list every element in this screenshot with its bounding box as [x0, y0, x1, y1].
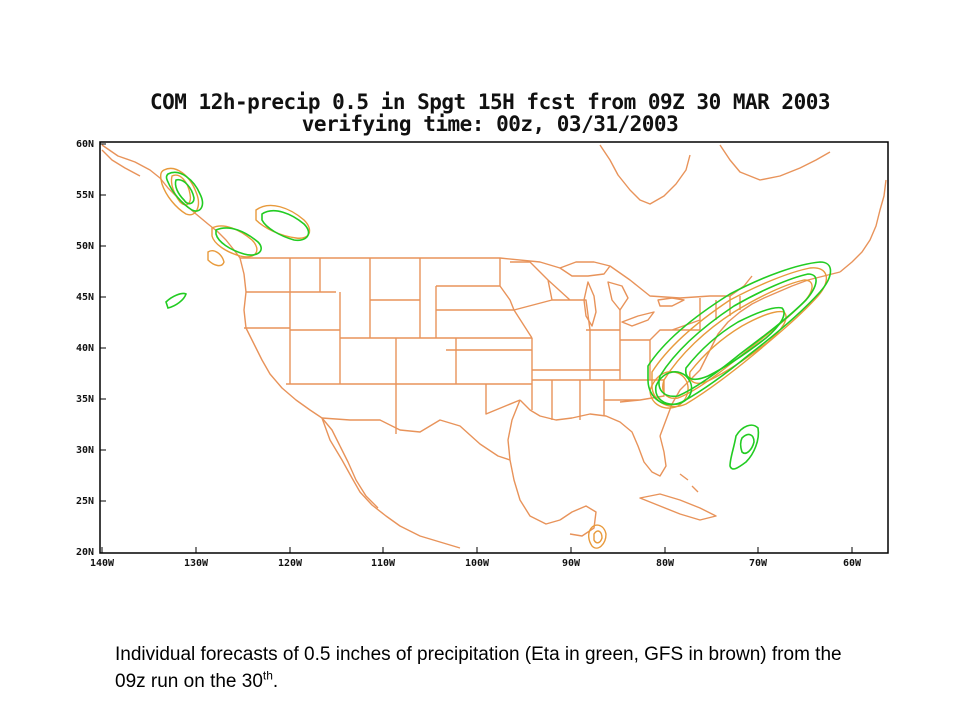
lat-label-55n: 55N [76, 190, 94, 201]
alaska-panhandle-coast [101, 149, 141, 177]
atlantic-coast [659, 271, 841, 437]
us-mexico-border [321, 417, 511, 461]
eta-contour-bc-mid [261, 209, 310, 242]
eta-contour-northeast-mid [658, 273, 817, 398]
lon-label-90w: 90W [562, 558, 581, 569]
lat-label-40n: 40N [76, 343, 94, 354]
lat-label-30n: 30N [76, 445, 94, 456]
cuba-coast [639, 493, 717, 521]
eta-contour-wa [215, 227, 262, 256]
map-frame [99, 141, 889, 554]
lon-label-70w: 70W [749, 558, 768, 569]
maritimes-coast [839, 179, 887, 273]
texas-mexico-gulf-coast [507, 399, 561, 525]
state-lines-midwest [510, 261, 664, 420]
lon-label-80w: 80W [656, 558, 675, 569]
lake-erie [621, 311, 655, 327]
state-lines-plains [435, 258, 533, 415]
eta-contour-atlantic [729, 424, 760, 470]
lon-label-60w: 60W [843, 558, 862, 569]
lon-label-130w: 130W [184, 558, 209, 569]
gfs-contour-ohio-valley [649, 371, 689, 409]
yucatan-coast [559, 505, 597, 537]
gfs-contour-northeast-outer [651, 267, 828, 408]
axis-ticks [100, 143, 853, 553]
lat-label-60n: 60N [76, 139, 94, 150]
lon-label-100w: 100W [465, 558, 490, 569]
latitude-labels: 60N 55N 50N 45N 40N 35N 30N 25N 20N [76, 139, 94, 558]
gfs-contour-caribbean [587, 524, 607, 549]
mexico-pacific-coast [321, 417, 461, 549]
eta-contour-ohio-valley [654, 371, 693, 406]
hudson-bay-coast [599, 144, 691, 205]
eta-contour-atlantic-inner [739, 433, 755, 455]
gulf-of-california [339, 445, 379, 509]
state-lines-west [244, 258, 457, 434]
caption-superscript: th [262, 668, 273, 683]
gfs-contour-caribbean-inner [593, 530, 603, 544]
gulf-coast [519, 399, 667, 477]
map-title-line2: verifying time: 00z, 03/31/2003 [301, 112, 679, 136]
lon-label-120w: 120W [278, 558, 303, 569]
longitude-labels: 140W 130W 120W 110W 100W 90W 80W 70W 60W [90, 558, 862, 569]
lake-superior [559, 261, 611, 277]
lat-label-25n: 25N [76, 496, 94, 507]
lat-label-35n: 35N [76, 394, 94, 405]
gfs-contour-northeast-inner [689, 310, 787, 384]
caption-text: Individual forecasts of 0.5 inches of pr… [115, 644, 842, 692]
caption-end: . [272, 671, 279, 692]
lake-ontario [657, 297, 685, 307]
lake-huron [607, 281, 629, 311]
lat-label-50n: 50N [76, 241, 94, 252]
eta-contour-pacific-small [165, 292, 187, 309]
lon-label-110w: 110W [371, 558, 396, 569]
labrador-coast [719, 144, 831, 181]
lat-label-45n: 45N [76, 292, 94, 303]
lat-label-20n: 20N [76, 547, 94, 558]
us-canada-border [240, 257, 561, 269]
map-title-line1: COM 12h-precip 0.5 in Spgt 15H fcst from… [149, 90, 831, 114]
eta-contours [165, 171, 832, 470]
eta-contour-bc-north [165, 171, 204, 212]
bahamas [679, 473, 699, 493]
us-west-coast [239, 257, 341, 447]
gfs-contour-wa-small [207, 250, 225, 267]
figure-caption: Individual forecasts of 0.5 inches of pr… [115, 641, 875, 695]
eta-contour-northeast-inner [684, 306, 785, 381]
eta-contour-bc-north-inner [174, 178, 195, 205]
lon-label-140w: 140W [90, 558, 115, 569]
